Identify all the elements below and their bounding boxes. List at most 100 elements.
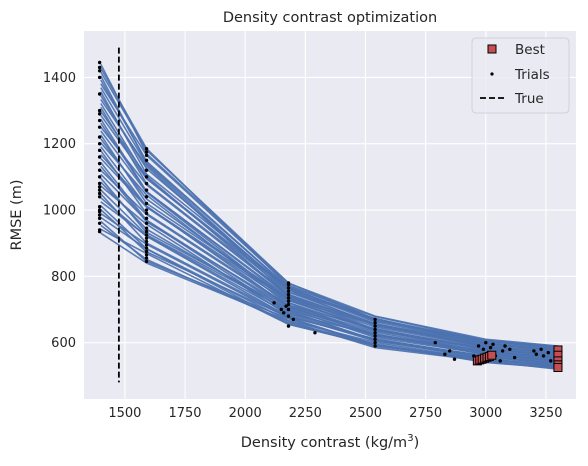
trial-point <box>97 188 102 192</box>
trial-point <box>97 175 102 179</box>
trial-point <box>373 340 377 345</box>
trial-point <box>97 181 102 186</box>
trial-point <box>97 135 102 139</box>
trial-point <box>97 228 102 232</box>
trial-point <box>286 314 291 318</box>
trial-point <box>534 352 539 356</box>
trial-point <box>373 317 377 322</box>
trial-point <box>498 359 502 363</box>
trial-point <box>144 153 149 158</box>
trial-point <box>279 307 283 312</box>
x-tick-label: 2750 <box>409 406 442 421</box>
trial-point <box>97 112 102 116</box>
y-tick-label: 1000 <box>43 204 76 219</box>
trial-point <box>286 281 291 285</box>
trial-point <box>373 327 377 332</box>
trial-point <box>286 302 291 307</box>
trial-point <box>286 296 291 300</box>
trial-point <box>447 349 452 353</box>
trial-point <box>144 249 149 254</box>
trial-point <box>549 359 553 363</box>
x-axis-label: Density contrast (kg/m3) <box>241 433 419 451</box>
y-tick-label: 1200 <box>43 137 76 152</box>
trial-point <box>144 188 149 192</box>
y-tick-label: 800 <box>51 270 76 285</box>
trial-point <box>144 256 149 260</box>
trial-point <box>286 324 291 328</box>
trial-point <box>97 75 102 80</box>
trial-point <box>97 65 102 70</box>
x-tick-label: 2500 <box>349 406 382 421</box>
trial-point <box>97 142 102 146</box>
trial-point <box>144 253 149 257</box>
trial-point <box>144 201 149 206</box>
x-tick-label: 3250 <box>529 406 562 421</box>
x-axis-label-superscript: 3 <box>407 433 413 444</box>
trial-point <box>97 205 102 209</box>
trial-point <box>286 289 291 293</box>
trial-point <box>286 286 291 290</box>
y-tick-label: 1400 <box>43 71 76 86</box>
best-point <box>553 363 563 373</box>
trial-point <box>488 345 493 350</box>
trial-point <box>144 175 149 179</box>
trial-curve <box>100 181 559 363</box>
trial-point <box>476 344 481 348</box>
trial-point <box>144 221 149 225</box>
trial-point <box>97 168 102 172</box>
trial-point <box>97 69 102 73</box>
trial-point <box>532 349 536 353</box>
legend: Best Trials True <box>471 37 570 114</box>
trial-point <box>144 208 149 212</box>
trial-point <box>313 330 317 335</box>
trial-point <box>97 118 102 123</box>
trial-points <box>97 60 560 371</box>
trial-point <box>373 321 377 325</box>
legend-best-marker <box>487 44 497 54</box>
trial-point <box>503 344 507 348</box>
trial-point <box>144 216 149 221</box>
x-tick-label: 2250 <box>289 406 322 421</box>
trial-point <box>539 347 543 351</box>
trial-curve <box>100 67 559 348</box>
legend-best-label: Best <box>515 42 545 58</box>
trial-point <box>97 208 102 212</box>
trial-curve <box>100 162 559 361</box>
chart-title: Density contrast optimization <box>223 10 437 26</box>
trial-point <box>144 181 149 186</box>
trial-point <box>97 161 102 166</box>
trial-curves <box>100 63 559 370</box>
trial-point <box>97 60 102 65</box>
best-points <box>472 345 563 373</box>
trial-point <box>284 304 288 308</box>
trial-point <box>144 229 149 234</box>
trial-point <box>97 92 102 96</box>
trial-curve <box>100 87 559 350</box>
y-tick-label: 600 <box>51 336 76 351</box>
legend-trials-marker <box>490 72 494 76</box>
trial-point <box>97 195 102 199</box>
trial-point <box>144 146 149 151</box>
y-axis-label: RMSE (m) <box>9 180 25 251</box>
trial-point <box>144 211 149 216</box>
trial-point <box>373 334 377 338</box>
trial-point <box>272 301 276 305</box>
trial-point <box>508 347 512 351</box>
trial-curve <box>100 185 559 364</box>
trial-point <box>97 213 102 217</box>
trial-point <box>97 108 102 113</box>
trial-point <box>97 155 102 159</box>
trial-point <box>481 347 486 351</box>
trial-point <box>484 340 488 345</box>
x-tick-labels: 1500 1750 2000 2250 2500 2750 3000 3250 <box>108 406 562 421</box>
trial-point <box>144 236 149 240</box>
x-tick-label: 2000 <box>229 406 262 421</box>
trial-point <box>541 354 546 358</box>
legend-frame <box>471 37 570 114</box>
trial-point <box>373 344 377 348</box>
trial-point <box>144 195 149 199</box>
trial-point <box>491 342 495 346</box>
x-tick-label: 1500 <box>108 406 141 421</box>
x-tick-label: 3000 <box>469 406 502 421</box>
